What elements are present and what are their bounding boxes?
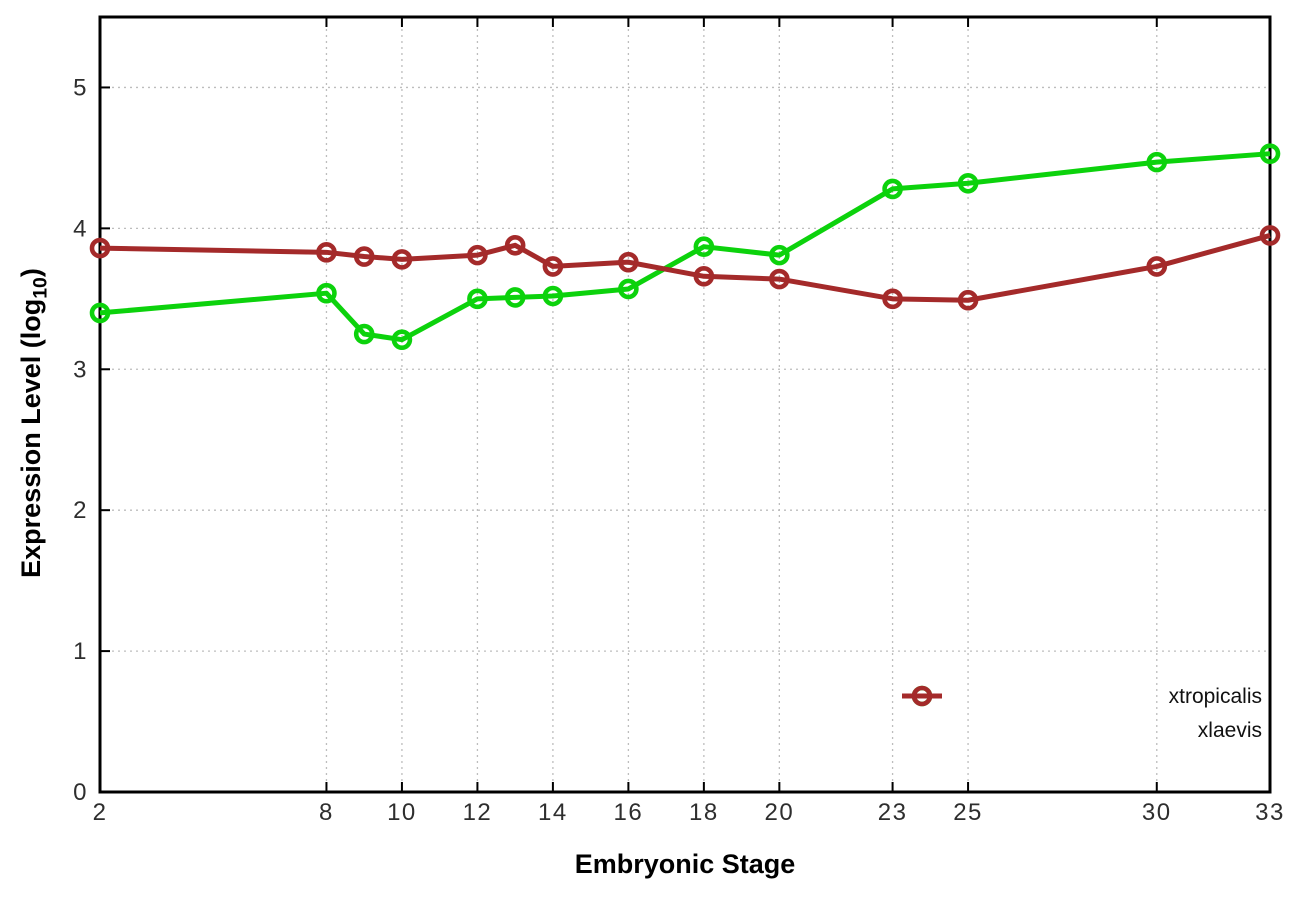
y-tick-label: 3 [73, 356, 88, 383]
data-point-xtropicalis [1259, 143, 1281, 164]
data-point-xlaevis [467, 244, 488, 266]
data-point-xlaevis [693, 265, 715, 287]
data-point-xtropicalis [89, 302, 111, 324]
y-axis-title: Expression Level (log10) [16, 23, 52, 823]
x-tick-label: 10 [387, 799, 417, 826]
x-tick-label: 18 [689, 799, 719, 826]
x-tick-label: 20 [765, 799, 795, 826]
data-point-xlaevis [769, 268, 790, 290]
data-point-xtropicalis [316, 282, 337, 304]
legend: xtropicalis xlaevis [900, 681, 1262, 747]
data-point-xtropicalis [693, 236, 715, 257]
x-tick-label: 23 [878, 799, 908, 826]
data-point-xlaevis [882, 288, 903, 310]
data-point-xtropicalis [882, 178, 903, 200]
x-tick-label: 16 [614, 799, 644, 826]
legend-sample-icon [902, 685, 942, 707]
x-axis-title: Embryonic Stage [574, 849, 796, 879]
x-tick-label: 12 [463, 799, 493, 826]
y-tick-label: 1 [73, 638, 88, 665]
y-tick-label: 5 [73, 74, 88, 101]
y-tick-label: 4 [73, 215, 88, 242]
x-tick-label: 30 [1142, 799, 1172, 826]
plot-frame [98, 15, 1272, 794]
data-point-xtropicalis [353, 323, 375, 345]
series-line-xlaevis [99, 232, 1271, 303]
data-point-xlaevis [391, 249, 413, 270]
data-point-xtropicalis [467, 288, 488, 310]
y-tick-label: 2 [73, 497, 88, 524]
legend-label: xlaevis [1197, 719, 1262, 742]
data-point-xtropicalis [618, 278, 639, 300]
data-point-xtropicalis [769, 244, 790, 266]
y-axis-title-text: Expression Level (log [16, 298, 46, 578]
data-point-xtropicalis [504, 287, 526, 308]
x-tick-label: 8 [319, 799, 334, 826]
y-axis-title-close: ) [16, 268, 46, 278]
data-point-xlaevis [504, 234, 526, 256]
data-point-xtropicalis [542, 285, 564, 307]
data-point-xtropicalis [1146, 151, 1168, 173]
data-point-xtropicalis [391, 329, 413, 350]
legend-item: xtropicalis [900, 681, 1262, 713]
data-point-xlaevis [89, 237, 111, 259]
series-line-xtropicalis [99, 151, 1271, 343]
data-point-xlaevis [542, 256, 564, 277]
x-tick-label: 33 [1255, 799, 1285, 826]
data-point-xlaevis [618, 251, 639, 273]
legend-item: xlaevis [900, 685, 1262, 747]
y-axis-title-subscript: 10 [29, 277, 52, 299]
data-point-xlaevis [1259, 225, 1281, 246]
x-tick-label: 14 [538, 799, 568, 826]
y-tick-label: 0 [73, 779, 88, 806]
data-point-xtropicalis [957, 172, 979, 194]
data-point-xlaevis [316, 242, 337, 263]
data-point-xlaevis [353, 246, 375, 267]
data-point-xlaevis [1146, 256, 1168, 277]
x-tick-label: 2 [93, 799, 108, 826]
x-tick-label: 25 [953, 799, 983, 826]
data-point-xlaevis [957, 289, 979, 311]
legend-label: xtropicalis [1168, 685, 1262, 708]
